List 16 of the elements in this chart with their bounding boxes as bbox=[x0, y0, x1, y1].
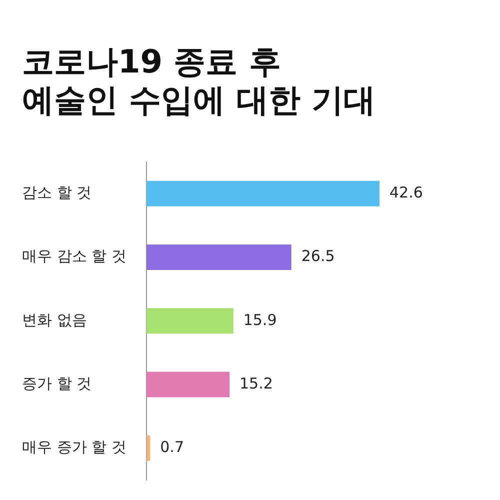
bar bbox=[146, 180, 380, 206]
data-label: 15.9 bbox=[243, 310, 277, 329]
chart-title: 코로나19 종료 후 예술인 수입에 대한 기대 bbox=[22, 42, 376, 119]
data-label: 15.2 bbox=[240, 374, 273, 392]
bar bbox=[146, 435, 150, 461]
data-label: 0.7 bbox=[160, 438, 184, 456]
data-label: 26.5 bbox=[301, 247, 335, 266]
y-tick-label: 증가 할 것 bbox=[22, 374, 92, 392]
y-tick-label: 감소 할 것 bbox=[22, 184, 92, 202]
y-tick-label: 매우 증가 할 것 bbox=[22, 438, 126, 456]
y-tick-label: 매우 감소 할 것 bbox=[22, 247, 126, 266]
bar bbox=[146, 372, 230, 398]
bar bbox=[146, 308, 234, 334]
data-label: 42.6 bbox=[389, 184, 423, 202]
y-tick-label: 변화 없음 bbox=[22, 310, 87, 329]
bar bbox=[146, 244, 292, 270]
